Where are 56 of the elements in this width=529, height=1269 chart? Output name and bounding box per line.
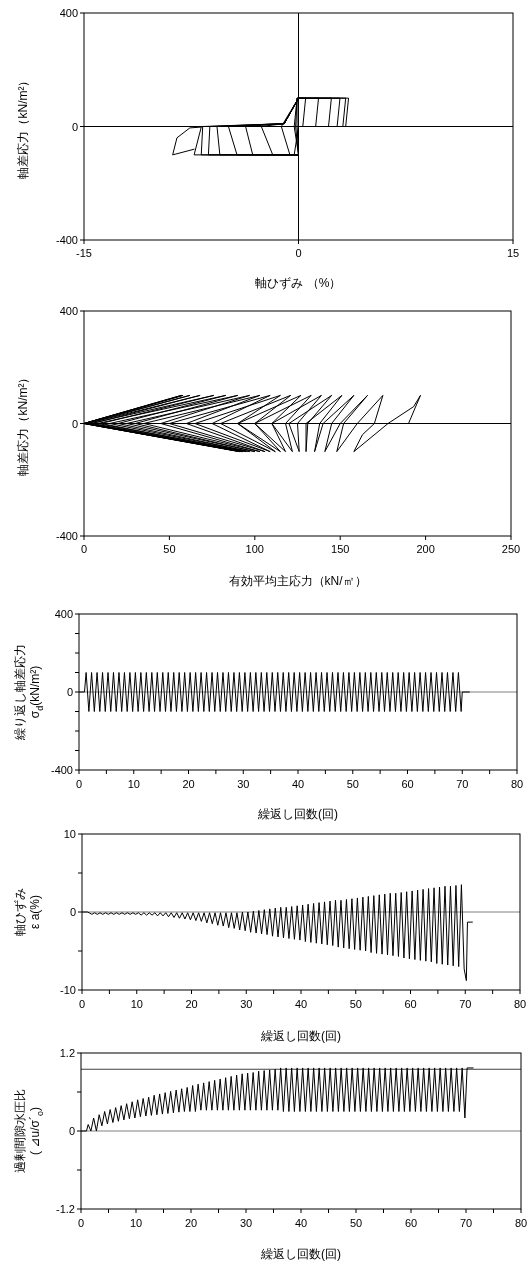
x-tick-label: 30 xyxy=(240,998,253,1010)
x-tick-label: 80 xyxy=(514,1217,528,1229)
x-tick-label: 0 xyxy=(295,247,302,259)
x-tick-label: 20 xyxy=(182,778,195,790)
x-tick-label: 50 xyxy=(163,543,176,555)
x-tick-label: 30 xyxy=(239,1217,253,1229)
x-tick-label: 200 xyxy=(416,543,435,555)
x-axis-title: 繰返し回数(回) xyxy=(260,1247,341,1261)
y-tick-label: 1.2 xyxy=(59,1047,75,1059)
x-tick-label: 50 xyxy=(349,1217,363,1229)
y-tick-label: 0 xyxy=(66,686,73,698)
y-tick-label: 0 xyxy=(71,120,78,133)
x-axis-title: 有効平均主応力（kN/㎡） xyxy=(228,574,367,588)
y-tick-label: 400 xyxy=(59,7,78,19)
y-tick-label: -400 xyxy=(50,764,73,776)
x-tick-label: 50 xyxy=(346,778,359,790)
x-tick-label: 40 xyxy=(294,998,308,1010)
x-tick-label: 30 xyxy=(237,778,250,790)
y-tick-label: -1.2 xyxy=(56,1203,75,1215)
y-axis-title: 軸差応力（kN/m²） xyxy=(16,371,31,476)
x-tick-label: 20 xyxy=(185,998,198,1010)
x-tick-label: 150 xyxy=(331,543,350,555)
y-tick-label: -10 xyxy=(60,984,76,996)
y-axis-title: 軸差応力（kN/m²） xyxy=(16,74,31,179)
x-tick-label: 250 xyxy=(501,543,521,555)
y-tick-label: 10 xyxy=(63,828,76,840)
x-tick-label: -15 xyxy=(76,247,92,259)
x-tick-label: 100 xyxy=(245,543,264,555)
x-tick-label: 70 xyxy=(456,778,469,790)
x-axis-title: 繰返し回数(回) xyxy=(257,807,338,821)
y-tick-label: -400 xyxy=(55,234,78,246)
x-tick-label: 20 xyxy=(184,1217,198,1229)
y-tick-label: 400 xyxy=(54,608,73,620)
x-tick-label: 60 xyxy=(404,1217,418,1229)
x-tick-label: 70 xyxy=(459,998,472,1010)
y-tick-label: 0 xyxy=(69,906,76,918)
x-tick-label: 15 xyxy=(506,247,520,259)
x-tick-label: 40 xyxy=(291,778,305,790)
x-axis-title: 繰返し回数(回) xyxy=(260,1029,341,1043)
x-tick-label: 10 xyxy=(129,1217,143,1229)
y-tick-label: -400 xyxy=(55,530,78,542)
x-tick-label: 10 xyxy=(130,998,143,1010)
y-tick-label: 0 xyxy=(71,417,78,430)
x-axis-title: 軸ひずみ （%） xyxy=(255,276,342,290)
x-tick-label: 60 xyxy=(401,778,414,790)
x-tick-label: 40 xyxy=(294,1217,308,1229)
y-axis-title: 軸ひずみ ε a(%) xyxy=(12,888,42,936)
x-tick-label: 70 xyxy=(459,1217,473,1229)
y-tick-label: 400 xyxy=(59,305,78,317)
x-tick-label: 50 xyxy=(349,998,362,1010)
x-tick-label: 10 xyxy=(127,778,140,790)
x-tick-label: 80 xyxy=(510,778,524,790)
x-tick-label: 0 xyxy=(80,543,88,555)
x-tick-label: 80 xyxy=(513,998,527,1010)
y-tick-label: 0 xyxy=(68,1125,75,1137)
x-tick-label: 60 xyxy=(404,998,417,1010)
